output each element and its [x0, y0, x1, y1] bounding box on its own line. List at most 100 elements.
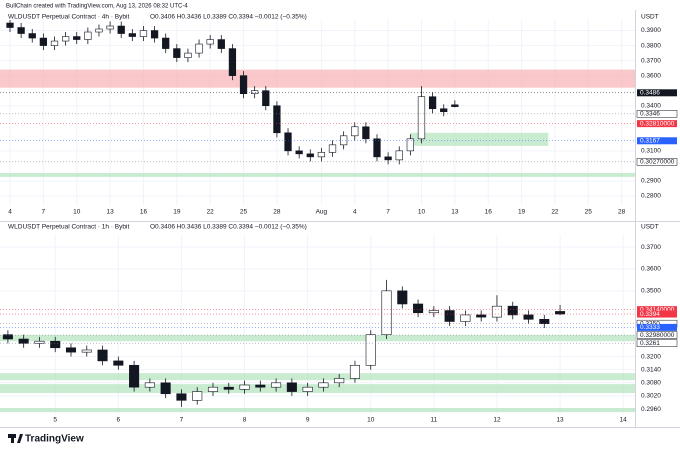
y-tick-label: 0.3500	[641, 288, 661, 295]
candle-body	[255, 384, 266, 388]
price-label-box	[636, 110, 678, 118]
x-tick-label: 19	[518, 209, 526, 216]
candle-body	[491, 305, 502, 318]
candle-body	[384, 156, 392, 161]
price-label-box	[637, 120, 677, 128]
y-tick-label: 0.3080	[641, 380, 661, 387]
zone	[0, 373, 635, 381]
x-tick-label: 6	[117, 417, 121, 424]
x-tick-label: 19	[173, 209, 181, 216]
candle-body	[476, 314, 487, 318]
candle-body	[440, 108, 448, 113]
x-tick-label: 13	[556, 417, 564, 424]
candle-body	[284, 132, 292, 152]
candle-body	[39, 37, 48, 46]
candle-body	[395, 150, 403, 161]
candle-body	[223, 386, 234, 390]
x-tick-label: 4	[8, 209, 12, 216]
y-tick-label: 0.2900	[641, 178, 661, 185]
plot	[0, 235, 635, 415]
x-tick-label: 13	[106, 209, 114, 216]
candle-body	[144, 382, 155, 388]
candle-body	[73, 36, 81, 40]
chart-title: WLDUSDT Perpetual Contract · 1h · Bybit	[8, 224, 129, 231]
candle-body	[317, 152, 326, 158]
candle-body	[150, 30, 159, 39]
candle-body	[65, 347, 77, 353]
x-tick-label: 28	[273, 209, 281, 216]
candle-body	[286, 382, 297, 392]
candle-body	[262, 90, 270, 107]
x-tick-label: 9	[306, 417, 310, 424]
plot	[0, 20, 635, 205]
price-label-box	[637, 306, 677, 314]
y-tick-label: 0.3140	[641, 366, 661, 373]
y-tick-label: 0.2960	[641, 406, 661, 413]
candle-body	[328, 144, 337, 153]
x-tick-label: 16	[485, 209, 493, 216]
candle-body	[117, 25, 125, 34]
chart-title: WLDUSDT Perpetual Contract · 4h · Bybit	[8, 14, 129, 21]
y-tick-label: 0.3100	[641, 148, 661, 155]
candle-body	[239, 75, 248, 94]
price-unit: USDT	[641, 224, 659, 231]
x-tick-label: 25	[585, 209, 593, 216]
candle-body	[428, 310, 439, 314]
x-tick-label: 7	[386, 209, 390, 216]
candle-body	[444, 310, 455, 322]
candle-body	[129, 364, 140, 388]
x-tick-label: Aug	[316, 209, 328, 216]
candle-body	[406, 138, 414, 152]
candle-body	[162, 37, 170, 49]
y-tick-label: 0.3200	[641, 353, 661, 360]
candle-body	[184, 52, 192, 58]
x-tick-label: 7	[180, 417, 184, 424]
candle-body	[539, 319, 550, 324]
x-tick-label: 13	[451, 209, 459, 216]
price-label-box	[637, 323, 677, 331]
candle-body	[207, 386, 219, 392]
y-tick-label: 0.3700	[641, 244, 661, 251]
x-tick-label: 4	[353, 209, 357, 216]
price-label: 0.30270000	[640, 159, 675, 166]
price-label-box	[637, 89, 677, 97]
candle-body	[273, 105, 281, 134]
y-tick-label: 0.2800	[641, 193, 661, 200]
x-tick-label: 25	[240, 209, 248, 216]
candle-body	[97, 349, 108, 362]
price-label-box	[637, 137, 677, 145]
price-label-box	[636, 331, 678, 339]
price-label: 0.3350	[640, 320, 660, 327]
price-label: 0.3167	[640, 137, 660, 144]
candle-body	[160, 382, 171, 395]
x-tick-label: 10	[367, 417, 375, 424]
y-tick-label: 0.3700	[641, 57, 661, 64]
price-label: 0.3486	[640, 90, 660, 97]
candle-body	[128, 33, 136, 37]
y-tick-label: 0.3020	[641, 393, 661, 400]
candle-body	[523, 314, 534, 320]
candle-body	[451, 104, 459, 107]
candle-body	[50, 40, 59, 46]
candle-body	[334, 378, 345, 384]
candle-body	[176, 393, 187, 401]
candle-body	[18, 338, 29, 344]
header-text: BullChain created with TradingView.com, …	[6, 4, 188, 10]
x-tick-label: 7	[42, 209, 46, 216]
brand: TradingView	[25, 434, 84, 445]
ohlc-legend: O0.3406 H0.3436 L0.3389 C0.3394 −0.0012 …	[150, 14, 307, 21]
zone	[0, 384, 635, 394]
x-tick-label: 22	[551, 209, 559, 216]
candle-body	[251, 90, 259, 94]
candle-body	[351, 126, 359, 137]
candle-body	[173, 48, 181, 58]
x-tick-label: 16	[140, 209, 148, 216]
candle-body	[95, 28, 103, 33]
ohlc-legend: O0.3406 H0.3436 L0.3389 C0.3394 −0.0012 …	[150, 224, 307, 231]
price-unit: USDT	[641, 14, 659, 21]
candle-body	[6, 22, 14, 28]
candle-body	[81, 349, 92, 353]
y-tick-label: 0.3600	[641, 72, 661, 79]
candle-body	[460, 314, 471, 322]
brand-logo	[8, 434, 23, 443]
